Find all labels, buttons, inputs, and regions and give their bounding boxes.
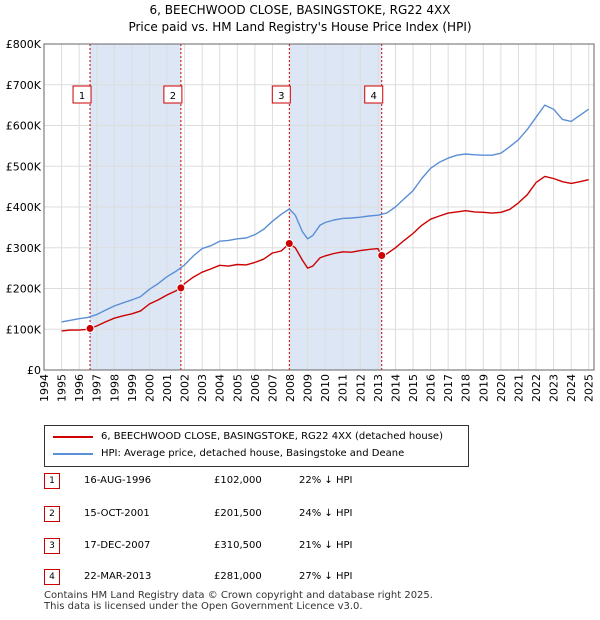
sale-label-box bbox=[364, 85, 384, 104]
price-chart: 1 2 3 4 £0 £100K £200K £300K £400K £500K £600K £70… bbox=[6, 38, 596, 402]
x-tick-label: 2022 bbox=[530, 374, 543, 402]
x-tick-label: 2005 bbox=[231, 374, 244, 402]
legend-swatch-blue bbox=[53, 453, 93, 455]
y-tick-label: £700K bbox=[6, 79, 42, 92]
x-tick-label: 2025 bbox=[583, 374, 596, 402]
series-lines bbox=[61, 104, 590, 332]
sale-number: 4 bbox=[44, 569, 60, 585]
property-series-line bbox=[61, 175, 589, 332]
sale-label-box bbox=[72, 85, 92, 104]
sale-hpi-diff: 27% ↓ HPI bbox=[299, 571, 353, 582]
legend: 6, BEECHWOOD CLOSE, BASINGSTOKE, RG22 4X… bbox=[44, 425, 469, 467]
sale-hpi-diff: 24% ↓ HPI bbox=[299, 508, 353, 519]
sale-hpi-diff: 22% ↓ HPI bbox=[299, 475, 353, 486]
x-tick-label: 2004 bbox=[214, 374, 227, 402]
sale-price: £102,000 bbox=[214, 475, 262, 486]
x-tick-label: 2007 bbox=[266, 374, 279, 402]
footer: Contains HM Land Registry data © Crown c… bbox=[44, 590, 433, 612]
legend-label-property: 6, BEECHWOOD CLOSE, BASINGSTOKE, RG22 4X… bbox=[101, 431, 443, 442]
x-tick-label: 2012 bbox=[354, 374, 367, 402]
x-tick-label: 1996 bbox=[73, 374, 86, 402]
sale-marker-point bbox=[284, 238, 294, 248]
sale-date: 22-MAR-2013 bbox=[84, 571, 152, 582]
sale-number: 2 bbox=[44, 506, 60, 522]
legend-swatch-red bbox=[53, 436, 93, 438]
x-tick-label: 2010 bbox=[319, 374, 332, 402]
sale-marker-point bbox=[85, 323, 95, 333]
chart-title: 6, BEECHWOOD CLOSE, BASINGSTOKE, RG22 4X… bbox=[149, 3, 451, 17]
y-tick-label: £100K bbox=[6, 323, 42, 336]
axes: £0 £100K £200K £300K £400K £500K £600K £700K £80… bbox=[6, 38, 596, 402]
x-tick-label: 2021 bbox=[512, 374, 525, 402]
sale-row: 1 16-AUG-1996 £102,000 22% ↓ HPI bbox=[44, 473, 464, 495]
x-tick-label: 2003 bbox=[196, 374, 209, 402]
x-tick-label: 1999 bbox=[126, 374, 139, 402]
x-tick-label: 2013 bbox=[372, 374, 385, 402]
legend-label-hpi: HPI: Average price, detached house, Basi… bbox=[101, 448, 405, 459]
y-tick-label: £600K bbox=[6, 120, 42, 133]
x-tick-label: 2009 bbox=[302, 374, 315, 402]
footer-licence: This data is licensed under the Open Gov… bbox=[44, 601, 363, 612]
x-tick-label: 2019 bbox=[477, 374, 490, 402]
x-tick-label: 2017 bbox=[442, 374, 455, 402]
sale-label-text: 1 bbox=[79, 91, 85, 102]
sale-date: 17-DEC-2007 bbox=[84, 540, 151, 551]
footer-copyright: Contains HM Land Registry data © Crown c… bbox=[44, 590, 433, 601]
x-tick-label: 2016 bbox=[425, 374, 438, 402]
sale-row: 4 22-MAR-2013 £281,000 27% ↓ HPI bbox=[44, 569, 464, 591]
sale-label-text: 4 bbox=[371, 91, 377, 102]
sale-label-text: 2 bbox=[170, 91, 176, 102]
x-tick-label: 1997 bbox=[91, 374, 104, 402]
x-tick-label: 2002 bbox=[179, 374, 192, 402]
x-tick-label: 1994 bbox=[38, 374, 51, 402]
sale-label-text: 3 bbox=[278, 91, 284, 102]
sale-markers bbox=[85, 238, 387, 333]
plot-border bbox=[43, 43, 595, 371]
sale-label-boxes: 1 2 3 4 bbox=[72, 85, 384, 104]
x-tick-label: 2024 bbox=[565, 374, 578, 402]
sale-marker-point bbox=[377, 250, 387, 260]
sale-row: 3 17-DEC-2007 £310,500 21% ↓ HPI bbox=[44, 538, 464, 560]
hpi-series-line bbox=[61, 104, 590, 323]
y-tick-label: £0 bbox=[27, 364, 41, 377]
x-tick-label: 2015 bbox=[407, 374, 420, 402]
x-tick-label: 2008 bbox=[284, 374, 297, 402]
x-tick-label: 2006 bbox=[249, 374, 262, 402]
sale-price: £281,000 bbox=[214, 571, 262, 582]
sale-marker-point bbox=[176, 283, 186, 293]
y-tick-label: £800K bbox=[6, 38, 42, 51]
x-tick-label: 1998 bbox=[108, 374, 121, 402]
y-tick-label: £400K bbox=[6, 201, 42, 214]
x-tick-label: 2020 bbox=[495, 374, 508, 402]
sale-label-box bbox=[163, 85, 183, 104]
x-tick-label: 1995 bbox=[56, 374, 69, 402]
x-tick-label: 2000 bbox=[143, 374, 156, 402]
sale-date: 15-OCT-2001 bbox=[84, 508, 150, 519]
y-tick-label: £500K bbox=[6, 160, 42, 173]
sale-price: £310,500 bbox=[214, 540, 262, 551]
sale-hpi-diff: 21% ↓ HPI bbox=[299, 540, 353, 551]
sale-date: 16-AUG-1996 bbox=[84, 475, 152, 486]
x-tick-label: 2018 bbox=[460, 374, 473, 402]
chart-subtitle: Price paid vs. HM Land Registry's House … bbox=[128, 20, 472, 34]
x-tick-label: 2011 bbox=[337, 374, 350, 402]
sale-row: 2 15-OCT-2001 £201,500 24% ↓ HPI bbox=[44, 506, 464, 528]
x-tick-label: 2001 bbox=[161, 374, 174, 402]
sale-number: 1 bbox=[44, 473, 60, 489]
y-tick-label: £200K bbox=[6, 283, 42, 296]
x-tick-label: 2023 bbox=[548, 374, 561, 402]
x-tick-label: 2014 bbox=[389, 374, 402, 402]
sale-label-box bbox=[271, 85, 291, 104]
y-tick-label: £300K bbox=[6, 242, 42, 255]
sale-number: 3 bbox=[44, 538, 60, 554]
sale-price: £201,500 bbox=[214, 508, 262, 519]
